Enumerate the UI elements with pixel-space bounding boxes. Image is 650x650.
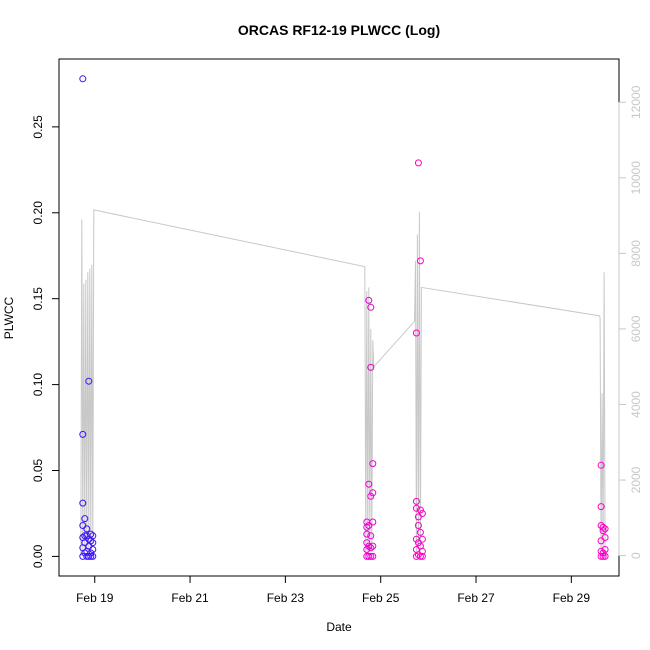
x-tick-label: Feb 25	[362, 591, 400, 605]
data-point	[416, 528, 424, 536]
data-point	[363, 530, 371, 538]
x-axis-label: Date	[326, 620, 352, 634]
data-point	[79, 522, 87, 529]
y-tick-label: 0.10	[31, 373, 45, 397]
chart-title: ORCAS RF12-19 PLWCC (Log)	[238, 22, 440, 38]
data-point	[418, 552, 426, 560]
data-point	[597, 537, 605, 545]
data-point	[365, 522, 373, 529]
data-point	[414, 539, 422, 547]
y2-tick-label: 6000	[629, 315, 643, 342]
data-point	[414, 551, 422, 559]
y-tick-label: 0.05	[31, 458, 45, 482]
data-point	[597, 552, 605, 560]
x-tick-label: Feb 27	[457, 591, 495, 605]
data-point	[83, 525, 91, 533]
data-point	[89, 532, 97, 540]
data-point	[369, 518, 377, 526]
plot-frame	[58, 58, 620, 577]
x-tick-label: Feb 29	[553, 591, 591, 605]
data-point	[597, 503, 605, 511]
data-point	[365, 552, 373, 560]
data-point	[85, 552, 93, 560]
y2-line-layer	[80, 209, 606, 556]
data-point	[412, 497, 420, 505]
data-point	[414, 522, 422, 529]
data-point	[81, 515, 89, 523]
data-point	[414, 513, 422, 521]
x-tick-label: Feb 21	[171, 591, 209, 605]
data-point	[363, 539, 371, 547]
y-tick-label: 0.00	[31, 544, 45, 568]
point-layer	[79, 75, 609, 560]
data-point	[599, 549, 607, 557]
data-point	[367, 544, 375, 552]
y2-tick-label: 2000	[629, 466, 643, 493]
data-point	[599, 552, 607, 560]
data-point	[367, 532, 375, 540]
y2-axis: 0 2000 4000 6000 8000 10000 12000	[618, 85, 643, 559]
data-point	[597, 461, 605, 469]
data-point	[412, 504, 420, 512]
data-point	[369, 460, 377, 468]
data-point	[89, 539, 97, 547]
data-point	[601, 525, 609, 533]
data-point	[365, 542, 373, 550]
data-point	[414, 159, 422, 167]
data-point	[412, 329, 420, 337]
data-point	[367, 552, 375, 560]
y2-tick-label: 10000	[629, 161, 643, 195]
y-tick-label: 0.25	[31, 115, 45, 139]
data-point	[85, 377, 93, 385]
data-point	[87, 530, 95, 538]
data-point	[601, 534, 609, 541]
data-point	[89, 552, 97, 560]
y2-tick-label: 4000	[629, 391, 643, 418]
data-point	[79, 75, 87, 83]
y2-tick-label: 0	[629, 552, 643, 559]
data-point	[416, 257, 424, 265]
data-point	[601, 552, 609, 560]
data-point	[87, 549, 95, 557]
y2-tick-label: 12000	[629, 85, 643, 119]
x-tick-label: Feb 19	[76, 591, 114, 605]
y-tick-label: 0.15	[31, 287, 45, 311]
y-tick-label: 0.20	[31, 201, 45, 225]
data-point	[365, 296, 373, 304]
data-point	[363, 546, 371, 553]
data-point	[418, 535, 426, 543]
x-tick-label: Feb 23	[267, 591, 305, 605]
x-axis: Feb 19 Feb 21 Feb 23 Feb 25 Feb 27 Feb 29	[76, 575, 591, 605]
data-point	[363, 523, 371, 531]
data-point	[79, 430, 87, 438]
data-point	[365, 480, 373, 488]
y2-series-line	[80, 209, 606, 556]
y-axis-label: PLWCC	[2, 296, 16, 339]
data-point	[418, 547, 426, 555]
data-point	[89, 546, 97, 553]
data-point	[601, 546, 609, 553]
data-point	[416, 506, 424, 514]
data-point	[369, 552, 377, 560]
data-point	[367, 303, 375, 311]
y2-tick-label: 8000	[629, 240, 643, 267]
data-point	[87, 552, 95, 560]
data-point	[599, 523, 607, 531]
data-point	[599, 527, 607, 535]
data-point	[79, 499, 87, 507]
data-point	[369, 489, 377, 497]
data-point	[367, 363, 375, 371]
data-point	[418, 510, 426, 517]
y-axis: 0.00 0.05 0.10 0.15 0.20 0.25	[31, 115, 60, 568]
data-point	[369, 542, 377, 550]
data-point	[367, 492, 375, 500]
